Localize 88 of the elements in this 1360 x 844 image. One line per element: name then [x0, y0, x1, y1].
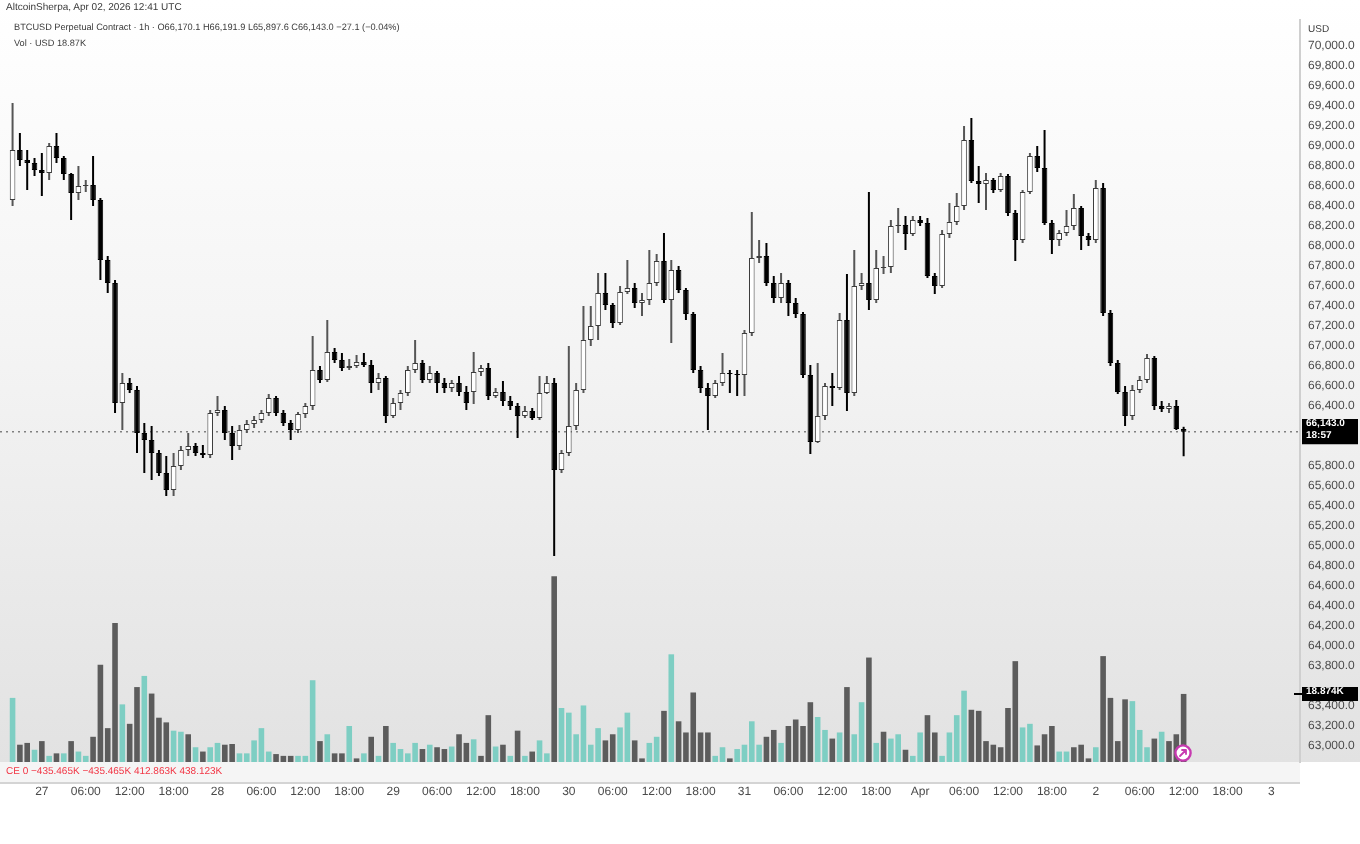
bar: [222, 744, 228, 762]
bar: [317, 741, 323, 762]
bar: [1049, 725, 1055, 762]
bar: [888, 738, 894, 762]
bar: [807, 702, 814, 762]
bar: [770, 729, 777, 762]
bar: [456, 734, 462, 762]
bar: [595, 728, 601, 762]
bar: [383, 725, 389, 762]
bar: [1071, 747, 1077, 762]
bar: [631, 740, 638, 762]
bar: [324, 734, 331, 762]
bar: [17, 744, 23, 762]
bar: [661, 710, 667, 762]
bar: [895, 734, 901, 762]
bar: [368, 736, 374, 762]
bar: [229, 743, 235, 762]
candlestick: [829, 373, 836, 406]
bar: [917, 732, 923, 762]
bar: [1093, 747, 1099, 762]
bar: [200, 751, 206, 762]
bar: [836, 732, 843, 762]
bar: [192, 747, 199, 762]
bar: [500, 744, 506, 762]
bar: [1041, 734, 1048, 762]
bar: [426, 744, 433, 762]
bar: [470, 739, 477, 762]
bar: [24, 742, 30, 762]
bar: [412, 742, 418, 762]
bar: [719, 747, 726, 762]
bar: [53, 753, 60, 762]
bar: [309, 680, 316, 762]
bar: [690, 692, 697, 762]
bar: [185, 734, 192, 762]
bar: [858, 702, 865, 762]
bar: [924, 715, 931, 762]
candlestick: [24, 150, 30, 190]
bar: [602, 740, 609, 762]
bar: [866, 657, 872, 762]
bar: [961, 690, 967, 762]
bar: [1100, 656, 1106, 762]
bar: [295, 755, 301, 762]
bar: [273, 754, 279, 762]
bar: [46, 755, 52, 762]
bar: [1027, 723, 1033, 762]
bar: [507, 755, 514, 762]
bar: [39, 741, 45, 762]
bar: [1012, 661, 1019, 762]
bar: [236, 753, 243, 762]
bar: [361, 753, 367, 762]
bar: [1078, 744, 1084, 762]
bar: [529, 751, 536, 762]
bar: [448, 746, 455, 762]
bar: [749, 721, 755, 762]
bar: [119, 704, 126, 762]
bar: [844, 687, 850, 762]
bar: [668, 654, 675, 762]
bar: [485, 715, 492, 762]
bar: [522, 755, 528, 762]
bar: [1056, 751, 1062, 762]
bar: [112, 622, 118, 762]
bar: [705, 732, 711, 762]
bar: [346, 725, 353, 762]
bar: [134, 687, 140, 762]
bar: [536, 740, 543, 762]
bar: [873, 742, 880, 762]
bar: [734, 749, 740, 762]
bar: [390, 742, 396, 762]
bar: [207, 747, 213, 762]
bar: [580, 705, 587, 762]
bar: [61, 753, 67, 762]
bar: [1019, 727, 1026, 762]
bar: [1122, 699, 1128, 762]
bar: [434, 747, 440, 762]
bar: [551, 576, 557, 762]
bar: [778, 742, 784, 762]
bar: [178, 731, 184, 762]
bar: [712, 755, 718, 762]
bar: [68, 741, 74, 762]
bar: [675, 721, 682, 762]
bar: [566, 712, 572, 762]
candlestick: [39, 153, 45, 196]
bar: [792, 719, 799, 762]
bar: [82, 755, 89, 762]
bar: [163, 722, 170, 762]
bar: [331, 753, 338, 762]
bar: [339, 753, 345, 762]
bar: [609, 734, 616, 762]
